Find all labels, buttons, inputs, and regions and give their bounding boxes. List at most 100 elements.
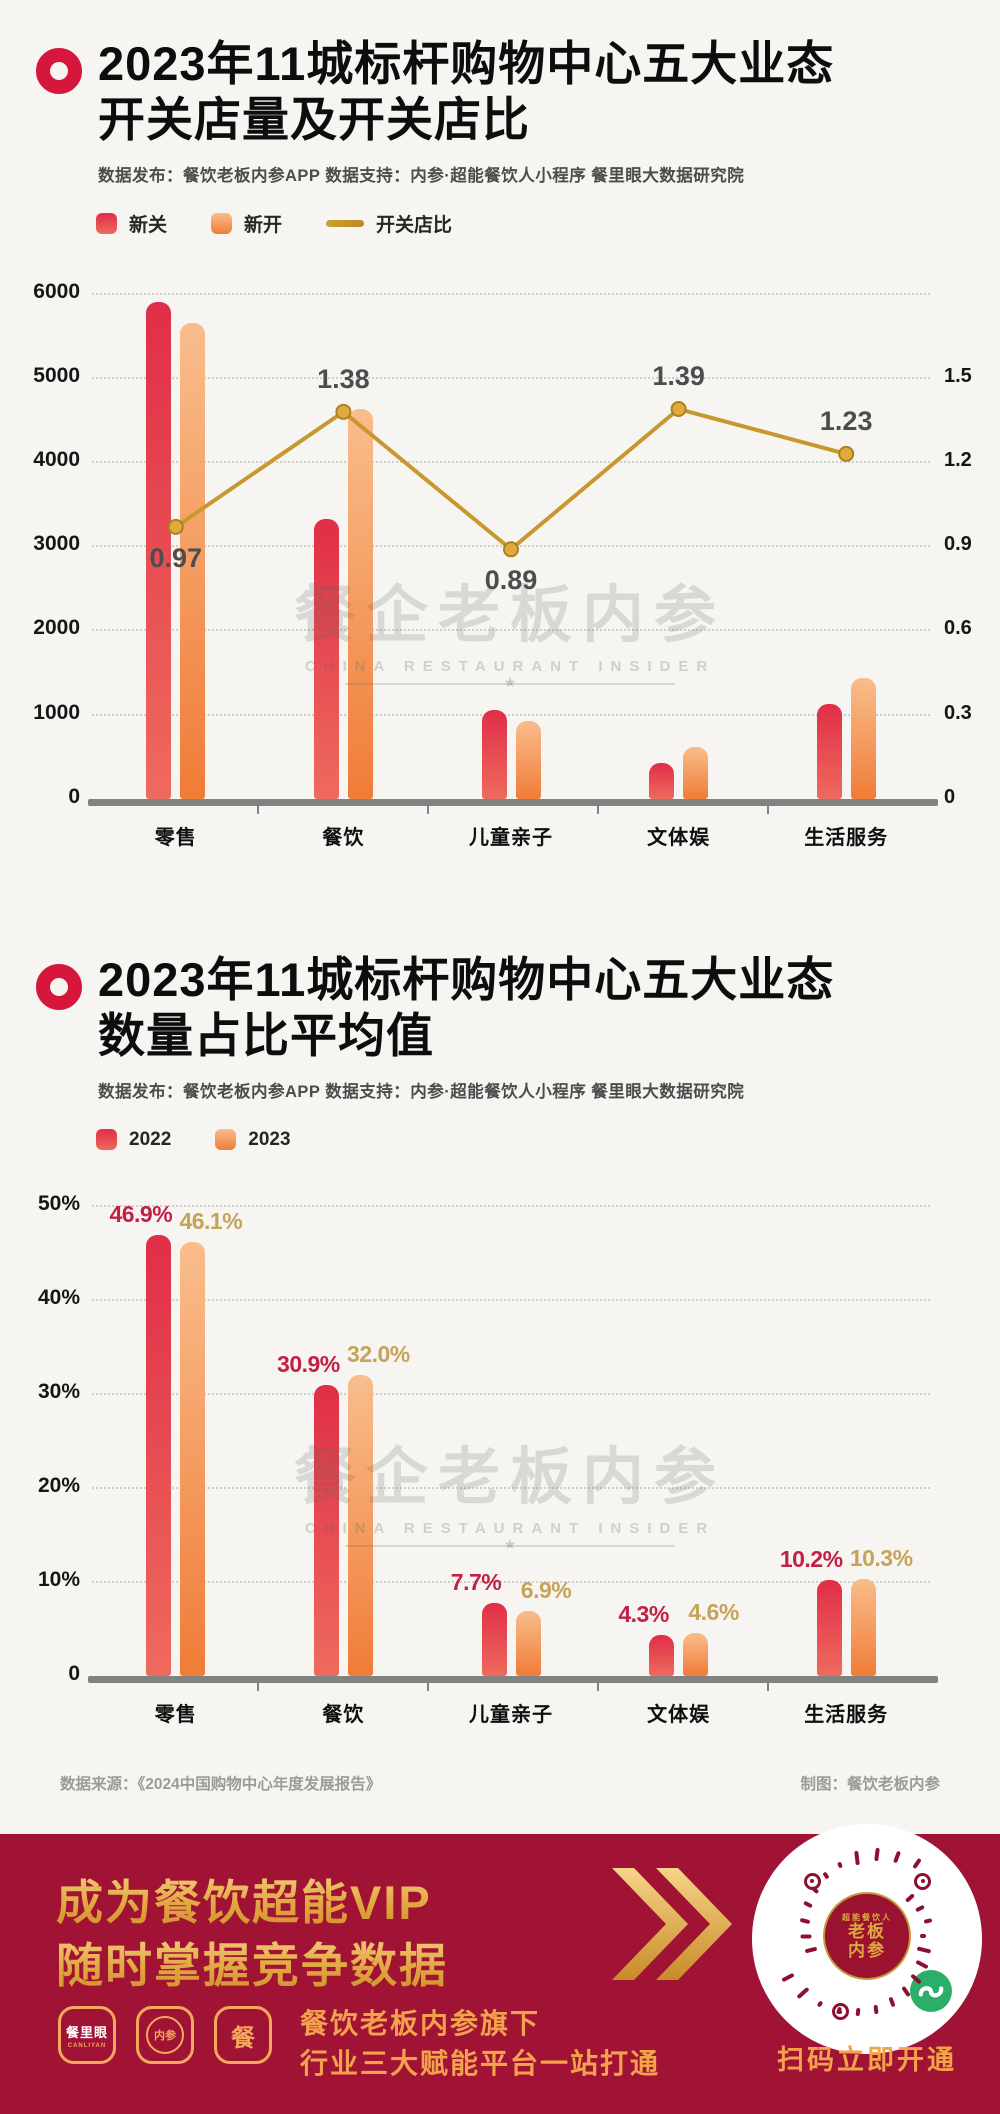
qr-dash bbox=[873, 2004, 879, 2015]
line-point bbox=[670, 400, 687, 417]
section1-title-line1: 2023年11城标杆购物中心五大业态 bbox=[98, 37, 835, 90]
qr-dash bbox=[800, 1934, 812, 1938]
qr-dash bbox=[917, 1946, 932, 1954]
bar-2022-餐饮 bbox=[313, 1385, 339, 1676]
double-chevron-icon bbox=[612, 1868, 732, 1980]
grid-line bbox=[92, 1486, 930, 1489]
icon1-subtext: CANLIYAN bbox=[67, 2042, 107, 2049]
y-axis-label: 40% bbox=[37, 1285, 80, 1309]
grid-line bbox=[92, 461, 930, 464]
seal-text-1: 老板 bbox=[848, 1921, 886, 1941]
qr-dash bbox=[804, 1946, 817, 1954]
section1-header: 2023年11城标杆购物中心五大业态 开关店量及开关店比 数据发布：餐饮老板内参… bbox=[0, 36, 1000, 186]
grid-line bbox=[92, 292, 930, 295]
icon1-text: 餐里眼 bbox=[65, 2024, 108, 2040]
x-axis-tick bbox=[427, 1682, 429, 1691]
x-axis-tick bbox=[597, 805, 599, 814]
line-point bbox=[335, 403, 352, 420]
section2-title-line1: 2023年11城标杆购物中心五大业态 bbox=[98, 953, 835, 1006]
promo-banner: 成为餐饮超能VIP 随时掌握竞争数据 餐里眼 CANLIYAN 内参 餐 餐饮老… bbox=[0, 1824, 1000, 2114]
section1-title-line2: 开关店量及开关店比 bbox=[98, 93, 530, 147]
legend-item-ratio: 开关店比 bbox=[326, 210, 452, 237]
credit-text: 制图：餐饮老板内参 bbox=[800, 1776, 940, 1793]
x-axis-baseline bbox=[88, 798, 938, 806]
bar-opened-零售 bbox=[180, 323, 206, 799]
qr-dash bbox=[796, 1986, 810, 2000]
bar-2023-餐饮 bbox=[347, 1374, 373, 1676]
watermark-star-icon: ★ bbox=[503, 1535, 517, 1552]
x-axis-label: 餐饮 bbox=[322, 1703, 365, 1726]
catering-brand-icon: 餐 bbox=[214, 2006, 272, 2064]
bar-opened-文体娱 bbox=[683, 747, 709, 799]
qr-eye-icon bbox=[914, 1872, 932, 1890]
right-axis-label: 0.6 bbox=[944, 617, 972, 640]
bar-closed-餐饮 bbox=[313, 519, 339, 799]
x-axis-tick bbox=[767, 805, 769, 814]
y-axis-label: 0 bbox=[68, 784, 80, 808]
section2-subtitle: 数据发布：餐饮老板内参APP 数据支持：内参·超能餐饮人小程序 餐里眼大数据研究… bbox=[98, 1082, 745, 1101]
section-open-close-chart: 2023年11城标杆购物中心五大业态 开关店量及开关店比 数据发布：餐饮老板内参… bbox=[0, 36, 1000, 889]
x-axis-tick bbox=[427, 805, 429, 814]
bar-value-label: 7.7% bbox=[450, 1569, 502, 1596]
red-donut-bullet-icon bbox=[36, 964, 82, 1010]
right-axis-label: 1.5 bbox=[944, 364, 972, 387]
line-value-label: 1.38 bbox=[317, 363, 370, 394]
line-point bbox=[838, 445, 855, 462]
watermark-underline: ★ bbox=[345, 1536, 675, 1552]
bar-value-label: 10.2% bbox=[779, 1545, 843, 1572]
neican-seal-brand-icon: 内参 bbox=[136, 2006, 194, 2064]
right-axis-label: 0.3 bbox=[944, 701, 972, 724]
qr-caption: 扫码立即开通 bbox=[777, 2045, 957, 2075]
x-axis-label: 生活服务 bbox=[804, 1703, 889, 1726]
red-donut-bullet-icon bbox=[36, 48, 82, 94]
legend-label: 2022 bbox=[129, 1128, 172, 1150]
grid-line bbox=[92, 376, 930, 379]
line-value-label: 0.89 bbox=[484, 565, 538, 596]
y-axis-label: 5000 bbox=[33, 363, 80, 387]
qr-dash bbox=[904, 1893, 915, 1904]
bar-value-label: 32.0% bbox=[347, 1340, 410, 1367]
legend-label: 新开 bbox=[244, 215, 283, 237]
banner-headline-2: 随时掌握竞争数据 bbox=[56, 1927, 448, 1996]
qr-dash bbox=[915, 1904, 926, 1912]
x-axis-label: 零售 bbox=[154, 1703, 197, 1726]
bar-2022-儿童亲子 bbox=[481, 1603, 507, 1676]
bar-2022-零售 bbox=[146, 1234, 172, 1676]
bar-2023-文体娱 bbox=[683, 1632, 709, 1676]
section-share-chart: 2023年11城标杆购物中心五大业态 数量占比平均值 数据发布：餐饮老板内参AP… bbox=[0, 952, 1000, 1746]
line-point bbox=[503, 541, 519, 558]
bar-value-label: 46.1% bbox=[179, 1208, 243, 1235]
grid-line bbox=[92, 629, 930, 632]
x-axis-label: 餐饮 bbox=[322, 826, 365, 849]
qr-dash bbox=[802, 1900, 813, 1909]
y-axis-label: 10% bbox=[37, 1567, 80, 1591]
y-axis-label: 0 bbox=[68, 1661, 80, 1685]
bar-value-label: 46.9% bbox=[109, 1200, 173, 1227]
data-source-text: 数据来源：《2024中国购物中心年度发展报告》 bbox=[60, 1776, 382, 1793]
qr-dash bbox=[920, 1934, 926, 1938]
line-point bbox=[167, 518, 184, 535]
legend-item-xinguan: 新关 bbox=[96, 210, 167, 237]
x-axis-tick bbox=[767, 1682, 769, 1691]
legend-item-2023: 2023 bbox=[215, 1129, 291, 1151]
qr-dash bbox=[888, 1996, 896, 2008]
qr-dash bbox=[893, 1850, 902, 1863]
seal-text-2: 内参 bbox=[848, 1940, 886, 1960]
qr-eye-icon bbox=[831, 2003, 849, 2021]
y-axis-label: 4000 bbox=[33, 448, 80, 472]
x-axis-label: 零售 bbox=[154, 826, 197, 849]
section2-header: 2023年11城标杆购物中心五大业态 数量占比平均值 数据发布：餐饮老板内参AP… bbox=[0, 952, 1000, 1102]
qr-eye-icon bbox=[803, 1872, 821, 1890]
bar-value-label: 4.6% bbox=[688, 1598, 739, 1625]
source-row: 数据来源：《2024中国购物中心年度发展报告》 制图：餐饮老板内参 bbox=[60, 1772, 940, 1794]
chart-open-close-stores: 0 1000 2000 3000 4000 5000 6000 0 0.3 0.6 0.9 1.2 1.… bbox=[0, 264, 1000, 889]
x-axis-tick bbox=[597, 1682, 599, 1691]
qr-dash bbox=[900, 1986, 911, 1998]
icon3-glyph: 餐 bbox=[231, 2024, 255, 2052]
chart1-legend: 新关 新开 开关店比 bbox=[96, 212, 1000, 236]
right-axis-label: 1.2 bbox=[944, 449, 972, 472]
icon2-text: 内参 bbox=[154, 2030, 176, 2042]
watermark-cn: 餐企老板内参 bbox=[293, 1442, 726, 1512]
bar-closed-儿童亲子 bbox=[481, 709, 507, 799]
